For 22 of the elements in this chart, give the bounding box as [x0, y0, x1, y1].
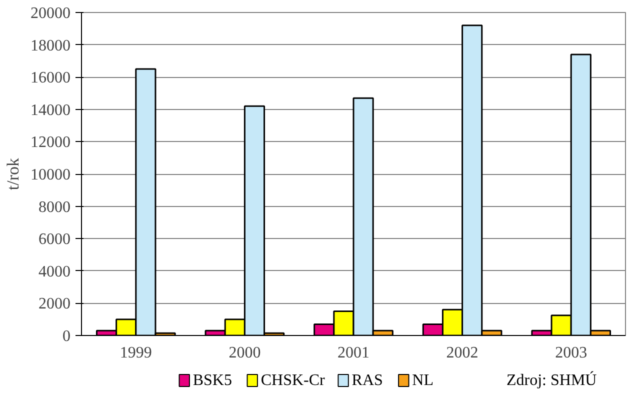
y-tick-label: 0 [62, 328, 70, 345]
y-axis-title: t/rok [4, 157, 22, 190]
text: Zdroj: SHMÚ [506, 371, 598, 389]
legend-label: RAS [352, 372, 383, 389]
x-tick-label: 2003 [555, 344, 588, 362]
y-tick-label: 12000 [30, 134, 70, 152]
y-tick-label: 18000 [30, 37, 70, 54]
legend-label: CHSK-Cr [260, 372, 326, 389]
y-tick-label: 2000 [38, 296, 70, 313]
y-tick-label: 4000 [38, 263, 70, 280]
legend-label: NL [412, 372, 434, 389]
y-tick-label: 10000 [30, 166, 70, 184]
x-tick-label: 2000 [228, 344, 261, 362]
x-tick-label: 2002 [446, 344, 478, 362]
y-tick-label: 8000 [38, 198, 70, 216]
x-tick-label: 1999 [120, 344, 152, 362]
y-tick-label: 20000 [30, 5, 70, 22]
x-tick-label: 2001 [338, 344, 370, 362]
legend-label: BSK5 [192, 372, 232, 389]
y-tick-label: 14000 [30, 102, 70, 119]
y-tick-label: 16000 [30, 70, 70, 87]
y-tick-label: 6000 [38, 231, 70, 248]
